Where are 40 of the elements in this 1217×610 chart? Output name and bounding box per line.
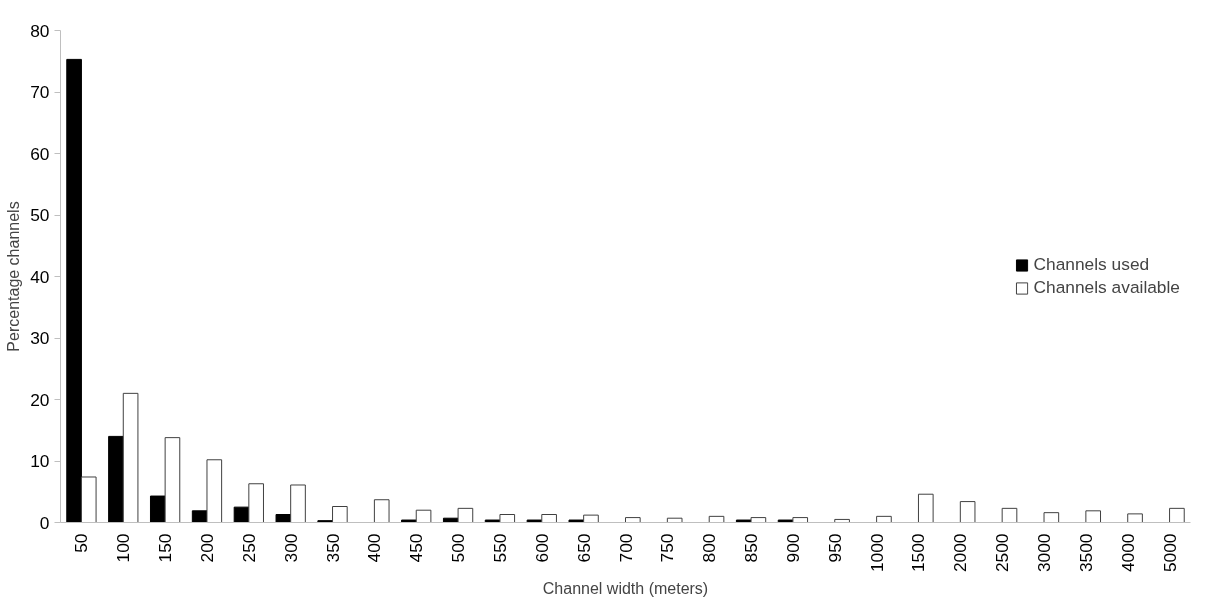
y-axis-title: Percentage channels (5, 201, 23, 352)
x-tick-label: 1000 (866, 533, 887, 573)
x-tick-label: 100 (113, 533, 134, 563)
x-tick-label: 450 (406, 533, 427, 563)
x-tick-label: 200 (196, 533, 217, 563)
x-tick-label: 600 (531, 533, 552, 563)
y-tick-label: 10 (30, 451, 50, 471)
x-tick-label: 150 (155, 533, 176, 563)
x-axis-title: Channel width (meters) (542, 580, 709, 598)
y-tick-label: 80 (30, 20, 50, 41)
x-tick-label: 3500 (1075, 533, 1096, 573)
x-tick-label: 4000 (1117, 533, 1138, 573)
x-tick-label: 700 (615, 533, 636, 563)
x-tick-label: 400 (364, 533, 385, 563)
legend-label: Channels used (1033, 254, 1150, 275)
x-tick-label: 2500 (992, 533, 1013, 573)
y-tick-label: 50 (30, 205, 50, 225)
y-tick-label: 70 (30, 82, 50, 102)
y-tick-label: 0 (39, 512, 50, 533)
y-tick-label: 20 (30, 389, 50, 410)
x-tick-label: 5000 (1159, 533, 1180, 573)
x-tick-label: 650 (573, 533, 594, 563)
x-tick-label: 850 (741, 533, 762, 563)
x-tick-label: 500 (448, 533, 469, 563)
x-tick-label: 750 (657, 533, 678, 563)
y-tick-label: 40 (30, 266, 50, 287)
y-tick-label: 60 (30, 143, 50, 164)
x-tick-label: 350 (322, 533, 343, 563)
x-tick-label: 950 (824, 533, 845, 563)
y-tick-label: 30 (30, 328, 50, 348)
x-tick-label: 900 (782, 533, 803, 563)
x-tick-label: 800 (699, 533, 720, 563)
x-tick-label: 50 (71, 533, 92, 553)
x-tick-label: 550 (489, 533, 510, 563)
x-tick-label: 300 (280, 533, 301, 563)
legend-label: Channels available (1033, 277, 1180, 298)
x-tick-label: 2000 (950, 533, 971, 573)
x-tick-label: 250 (238, 533, 259, 563)
x-tick-label: 3000 (1034, 533, 1055, 573)
x-tick-label: 1500 (908, 533, 929, 573)
